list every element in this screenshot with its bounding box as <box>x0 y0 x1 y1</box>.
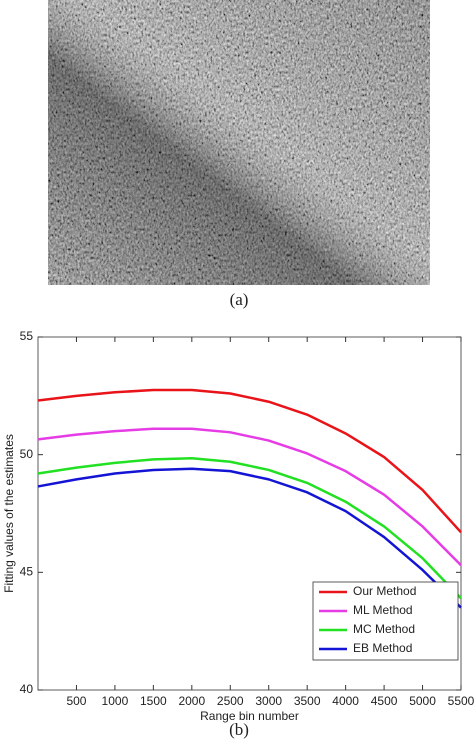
y-tick-label: 55 <box>20 329 34 343</box>
x-tick-label: 1000 <box>102 694 129 708</box>
x-tick-label: 4000 <box>332 694 359 708</box>
x-tick-label: 500 <box>66 694 86 708</box>
series-line <box>37 456 462 600</box>
chart: 40 45 50 55 500 1000 1500 2000 2500 3000 3500 4000 4… <box>2 329 474 723</box>
legend-label: MC Method <box>353 622 415 636</box>
series-line <box>37 467 462 609</box>
legend-box <box>312 581 459 661</box>
x-tick-label: 3500 <box>294 694 321 708</box>
x-tick-label: 2500 <box>217 694 244 708</box>
x-tick-label: 4500 <box>371 694 398 708</box>
chart-caption: (b) <box>229 720 249 739</box>
legend-label: Our Method <box>353 584 416 598</box>
y-axis-label: Fitting values of the estimates <box>2 434 16 593</box>
legend: Our Method ML Method MC Method EB Method <box>312 581 459 661</box>
x-tick-label: 2000 <box>178 694 205 708</box>
series-line <box>37 388 462 534</box>
y-tick-label: 40 <box>20 682 34 696</box>
series-line <box>37 427 462 567</box>
x-tick-label: 1500 <box>140 694 167 708</box>
x-tick-label: 3000 <box>255 694 282 708</box>
x-axis-label: Range bin number <box>200 709 299 723</box>
x-tick-label: 5000 <box>409 694 436 708</box>
legend-label: EB Method <box>353 641 412 655</box>
legend-label: ML Method <box>353 603 413 617</box>
y-tick-label: 50 <box>20 447 34 461</box>
y-tick-label: 45 <box>20 565 34 579</box>
sar-image <box>48 0 430 285</box>
x-tick-label: 5500 <box>448 694 474 708</box>
image-caption: (a) <box>230 290 249 309</box>
